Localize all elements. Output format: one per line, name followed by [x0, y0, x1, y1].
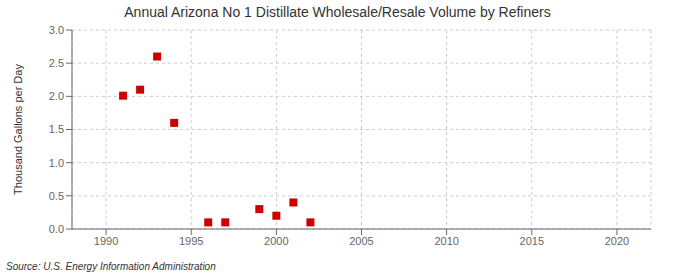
svg-text:2005: 2005: [349, 235, 373, 247]
svg-text:2020: 2020: [605, 235, 629, 247]
html-text:Annual Arizona No 1 Distillate: Annual Arizona No 1 Distillate Wholesale…: [124, 4, 551, 20]
svg-text:1995: 1995: [179, 235, 203, 247]
svg-text:2010: 2010: [434, 235, 458, 247]
svg-text:1.0: 1.0: [49, 157, 64, 169]
svg-text:2.5: 2.5: [49, 57, 64, 69]
svg-text:1990: 1990: [94, 235, 118, 247]
svg-text:2000: 2000: [264, 235, 288, 247]
svg-text:2015: 2015: [520, 235, 544, 247]
svg-text:0.0: 0.0: [49, 223, 64, 235]
svg-text:1.5: 1.5: [49, 123, 64, 135]
svg-text:Thousand Gallons per Day: Thousand Gallons per Day: [12, 64, 24, 195]
svg-text:3.0: 3.0: [49, 24, 64, 36]
svg-text:0.5: 0.5: [49, 190, 64, 202]
html-text:Source: U.S. Energy Informatio: Source: U.S. Energy Information Administ…: [6, 261, 216, 272]
svg-text:2.0: 2.0: [49, 90, 64, 102]
